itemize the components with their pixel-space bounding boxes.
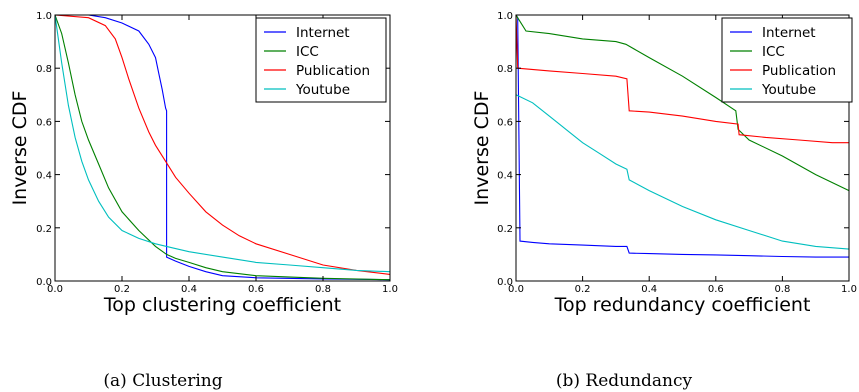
x-axis-label: Top clustering coefficient [103, 294, 341, 316]
y-tick-label: 0.2 [497, 224, 513, 235]
y-tick-label: 0.0 [36, 277, 52, 288]
legend-label-youtube: Youtube [295, 82, 350, 98]
legend-label-icc: ICC [296, 44, 319, 60]
x-tick-label: 0.8 [315, 284, 331, 295]
chart-redundancy: 0.0 0.2 0.4 0.6 0.8 1.0 0.0 0.2 0.4 0.6 0.8 1.0 Top … [471, 11, 857, 391]
chart-clustering: 0.0 0.2 0.4 0.6 0.8 1.0 0.0 0.2 0.4 0.6 0.8 1.0 Top … [9, 11, 398, 391]
plot-frame [54, 14, 391, 282]
series-line-youtube [54, 14, 391, 273]
legend-label-publication: Publication [762, 63, 836, 79]
legend-label-youtube: Youtube [761, 82, 816, 98]
x-tick-label: 1.0 [841, 284, 857, 295]
y-tick-label: 0.4 [497, 171, 513, 182]
legend-label-internet: Internet [296, 25, 350, 41]
y-axis-label: Inverse CDF [9, 91, 31, 206]
x-axis-label: Top redundancy coefficient [554, 294, 811, 316]
y-tick-label: 0.2 [36, 224, 52, 235]
legend-label-icc: ICC [762, 44, 785, 60]
x-tick-label: 0.8 [774, 284, 790, 295]
plot-frame [515, 14, 850, 282]
legend: Internet ICC Publication Youtube [255, 17, 387, 103]
x-tick-label: 0.4 [641, 284, 657, 295]
x-tick-label: 1.0 [382, 284, 398, 295]
y-tick-label: 0.6 [497, 117, 513, 128]
y-tick-label: 0.8 [36, 64, 52, 75]
y-tick-label: 0.6 [36, 117, 52, 128]
x-tick-label: 0.6 [248, 284, 264, 295]
series-line-publication [515, 14, 849, 144]
x-tick-label: 0.4 [181, 284, 197, 295]
y-tick-label: 1.0 [497, 11, 513, 22]
legend: Internet ICC Publication Youtube [721, 17, 853, 103]
y-tick-label: 0.8 [497, 64, 513, 75]
y-tick-label: 0.0 [497, 277, 513, 288]
x-tick-label: 0.2 [114, 284, 130, 295]
x-tick-label: 0.0 [508, 284, 524, 295]
y-tick-label: 1.0 [36, 11, 52, 22]
y-axis-label: Inverse CDF [471, 91, 493, 206]
x-tick-label: 0.2 [575, 284, 591, 295]
x-tick-label: 0.6 [708, 284, 724, 295]
chart-caption: (a) Clustering [103, 371, 222, 391]
series-line-publication [54, 14, 391, 275]
series-line-icc [54, 14, 391, 281]
series-line-icc [515, 14, 850, 192]
legend-label-internet: Internet [762, 25, 816, 41]
series-line-internet [515, 14, 849, 258]
y-tick-label: 0.4 [36, 171, 52, 182]
series-line-youtube [515, 94, 850, 250]
legend-label-publication: Publication [296, 63, 370, 79]
series-line-internet [55, 14, 391, 281]
chart-caption: (b) Redundancy [556, 371, 693, 391]
x-tick-label: 0.0 [47, 284, 63, 295]
